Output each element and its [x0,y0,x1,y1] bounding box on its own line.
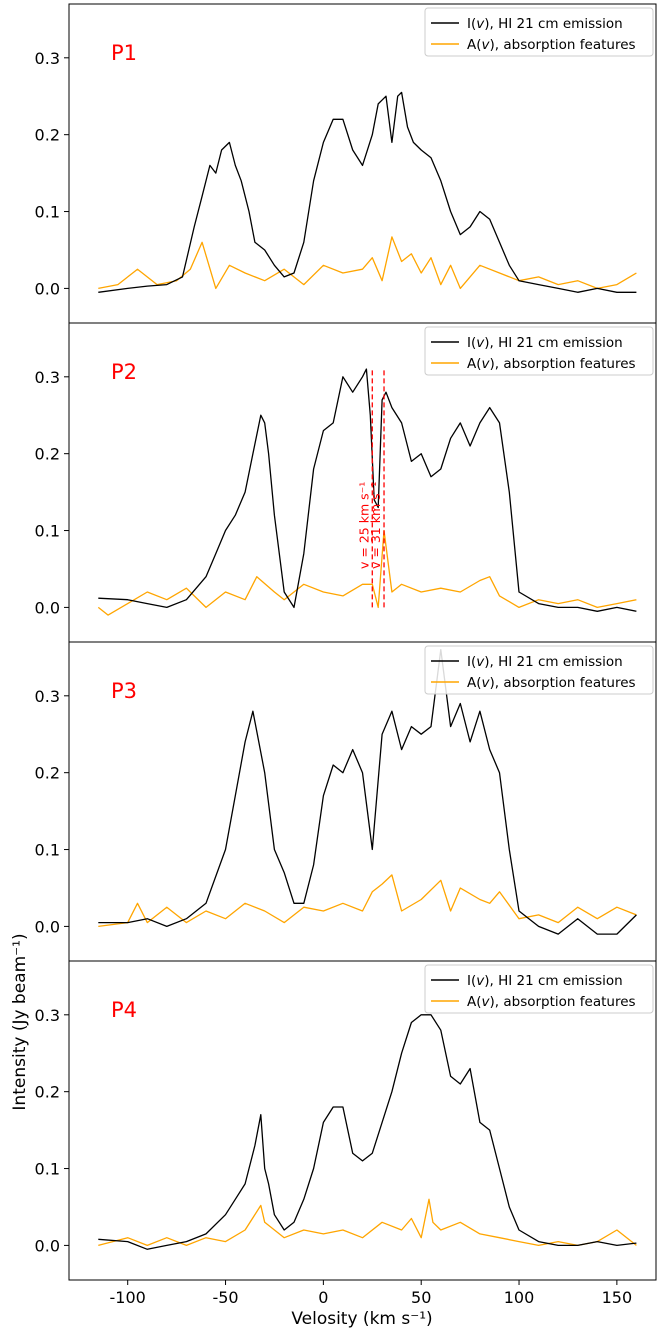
panel-label: P1 [111,41,137,65]
annotation-label: v = 25 km s⁻¹ [356,482,371,569]
legend-label: I(v), HI 21 cm emission [467,16,623,32]
emission-line [98,368,637,612]
x-tick-label: -50 [212,1288,238,1307]
panel-label: P4 [111,998,137,1022]
panel-p4: 0.0 0.1 0.2 0.3 -100 -50 0 50 100 150 P4 I(v), HI 2… [35,960,657,1307]
legend-label: A(v), absorption features [467,356,636,372]
x-tick-label: 50 [411,1288,431,1307]
legend: I(v), HI 21 cm emission A(v), absorption … [424,645,654,695]
y-tick-label: 0.2 [35,445,60,464]
y-tick-label: 0.2 [35,1083,60,1102]
legend-box [424,326,654,376]
panel-p3: 0.0 0.1 0.2 0.3 P3 I(v), HI 21 cm emission A(v… [35,641,657,962]
y-tick-label: 0.0 [35,279,60,298]
panel-p1: 0.0 0.1 0.2 0.3 P1 I(v), HI 21 cm emission A(v… [35,3,657,324]
panel-label: P3 [111,679,137,703]
legend-label: A(v), absorption features [467,994,636,1010]
legend-box [424,7,654,57]
y-tick-label: 0.0 [35,1236,60,1255]
axes-frame [68,960,657,1281]
y-tick-label: 0.1 [35,1160,60,1179]
legend-box [424,645,654,695]
legend: I(v), HI 21 cm emission A(v), absorption … [424,964,654,1014]
y-tick-label: 0.1 [35,203,60,222]
legend: I(v), HI 21 cm emission A(v), absorption … [424,7,654,57]
y-tick-label: 0.2 [35,764,60,783]
annotation-label: v = 31 km s⁻¹ [368,482,383,569]
x-tick-label: 100 [504,1288,535,1307]
y-axis-label: Intensity (Jy beam⁻¹) [10,933,30,1110]
legend-label: I(v), HI 21 cm emission [467,654,623,670]
panel-label: P2 [111,360,137,384]
y-tick-label: 0.3 [35,49,60,68]
x-axis-label: Velosity (km s⁻¹) [291,1309,432,1329]
y-tick-label: 0.0 [35,598,60,617]
legend-label: I(v), HI 21 cm emission [467,335,623,351]
x-tick-label: -100 [110,1288,146,1307]
y-tick-label: 0.3 [35,368,60,387]
y-tick-label: 0.2 [35,126,60,145]
y-tick-label: 0.0 [35,917,60,936]
panel-p2: 0.0 0.1 0.2 0.3 v = 25 km s⁻¹v = 31 km s⁻¹ P2… [35,322,657,643]
y-tick-label: 0.3 [35,1006,60,1025]
legend: I(v), HI 21 cm emission A(v), absorption … [424,326,654,376]
x-tick-label: 0 [318,1288,328,1307]
emission-line [98,1014,637,1250]
legend-label: A(v), absorption features [467,675,636,691]
absorption-line [97,529,637,616]
legend-label: I(v), HI 21 cm emission [467,973,623,989]
absorption-line [98,874,637,928]
emission-line [98,649,637,935]
legend-label: A(v), absorption features [467,37,636,53]
x-tick-label: 150 [602,1288,633,1307]
y-tick-label: 0.1 [35,841,60,860]
absorption-line [98,1198,637,1247]
emission-line [98,91,637,293]
absorption-line [98,236,637,290]
legend-box [424,964,654,1014]
y-tick-label: 0.1 [35,522,60,541]
y-tick-label: 0.3 [35,687,60,706]
